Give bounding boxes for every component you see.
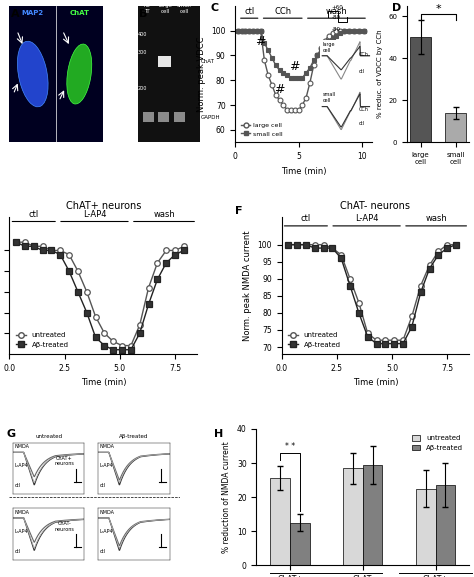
Text: ctl: ctl [28, 209, 39, 219]
Text: GAPDH: GAPDH [201, 114, 221, 119]
Bar [158, 57, 172, 67]
Text: small
cell: small cell [177, 3, 192, 14]
Bar [143, 113, 154, 122]
Text: large
cell: large cell [159, 3, 173, 14]
Text: L-AP4: L-AP4 [355, 213, 378, 223]
Text: B: B [139, 9, 147, 18]
Text: CCh: CCh [275, 8, 292, 17]
Legend: untreated, Aβ-treated: untreated, Aβ-treated [285, 329, 344, 350]
Text: -80: -80 [331, 16, 340, 20]
Text: #: # [290, 61, 300, 73]
Bar [158, 113, 169, 122]
Text: MAP2: MAP2 [22, 10, 44, 16]
Text: H: H [214, 429, 223, 439]
Text: wash: wash [153, 209, 175, 219]
Text: ChAT: ChAT [69, 10, 89, 16]
Y-axis label: Norm. peak NMDA current: Norm. peak NMDA current [243, 230, 252, 341]
Ellipse shape [67, 44, 92, 104]
Text: 300: 300 [138, 50, 147, 55]
Bar [445, 113, 466, 143]
Bar [290, 523, 310, 565]
Text: * *: * * [285, 443, 295, 451]
Text: 400: 400 [138, 32, 147, 37]
Text: A: A [11, 9, 20, 18]
Bar [416, 489, 436, 565]
X-axis label: Time (min): Time (min) [353, 378, 398, 387]
Bar [174, 113, 185, 122]
Text: C: C [211, 3, 219, 13]
Bar [436, 485, 455, 565]
Bar [410, 38, 431, 143]
Y-axis label: % reduc. of VDCC by CCh: % reduc. of VDCC by CCh [377, 29, 383, 118]
Text: D: D [392, 3, 401, 13]
Text: G: G [6, 429, 15, 439]
Text: L-AP4: L-AP4 [83, 209, 106, 219]
Text: wash: wash [326, 8, 347, 17]
Bar [343, 468, 363, 565]
Text: 200: 200 [138, 87, 147, 91]
Text: *: * [436, 4, 441, 14]
Y-axis label: Norm. peak VDCC: Norm. peak VDCC [197, 36, 206, 112]
Legend: untreated, Aβ-treated: untreated, Aβ-treated [13, 329, 72, 350]
Text: #: # [274, 83, 285, 96]
Text: #: # [255, 35, 266, 48]
Text: wash: wash [425, 213, 447, 223]
Legend: large cell, small cell: large cell, small cell [238, 120, 285, 139]
Text: ctl: ctl [301, 213, 311, 223]
Text: +60: +60 [331, 6, 343, 10]
Text: no
RT: no RT [144, 3, 151, 14]
Text: -80: -80 [331, 27, 340, 32]
X-axis label: Time (min): Time (min) [81, 378, 126, 387]
Y-axis label: % reduction of NMDA current: % reduction of NMDA current [222, 441, 231, 553]
Text: ChAT: ChAT [201, 59, 215, 64]
Legend: untreated, Aβ-treated: untreated, Aβ-treated [410, 432, 466, 454]
Text: ctl: ctl [244, 8, 255, 17]
Bar [270, 478, 290, 565]
Title: ChAT+ neurons: ChAT+ neurons [65, 201, 141, 211]
Title: ChAT- neurons: ChAT- neurons [340, 201, 410, 211]
Ellipse shape [18, 41, 48, 107]
X-axis label: Time (min): Time (min) [281, 167, 326, 175]
Bar [363, 465, 383, 565]
Text: F: F [235, 207, 242, 216]
